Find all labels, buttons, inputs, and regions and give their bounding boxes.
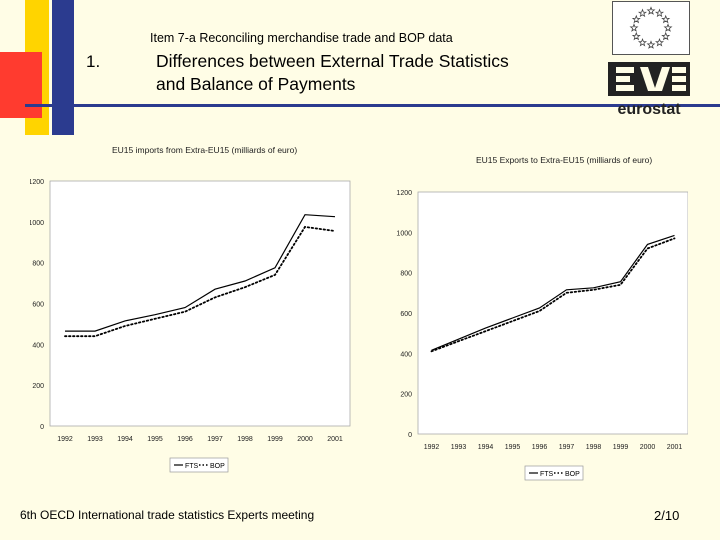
series-line-bop bbox=[64, 225, 336, 338]
eurostat-logo: eurostat bbox=[606, 60, 692, 118]
flag-star-icon bbox=[646, 6, 656, 15]
x-tick-label: 1997 bbox=[207, 436, 223, 443]
decor-blue-horizontal-line bbox=[25, 104, 720, 107]
series-line-fts bbox=[65, 214, 336, 332]
series-line-fts bbox=[431, 234, 675, 351]
flag-star-icon bbox=[631, 14, 641, 24]
y-tick-label: 0 bbox=[408, 432, 412, 439]
x-tick-label: 2001 bbox=[327, 436, 343, 443]
exports-chart: EU15 Exports to Extra-EU15 (milliards of… bbox=[388, 150, 689, 490]
x-tick-label: 2001 bbox=[667, 444, 683, 451]
y-tick-label: 1000 bbox=[30, 220, 44, 227]
flag-star-icon bbox=[637, 8, 648, 18]
y-tick-label: 1000 bbox=[396, 230, 412, 237]
page-title-line2: and Balance of Payments bbox=[156, 74, 356, 94]
flag-star-icon bbox=[638, 37, 647, 47]
flag-star-icon bbox=[655, 37, 664, 47]
x-tick-label: 2000 bbox=[297, 436, 313, 443]
x-tick-label: 1993 bbox=[451, 444, 467, 451]
legend-label: FTS bbox=[540, 471, 554, 478]
y-tick-label: 800 bbox=[400, 271, 412, 278]
flag-star-icon bbox=[629, 23, 639, 32]
x-tick-label: 1998 bbox=[586, 444, 602, 451]
flag-star-icon bbox=[661, 14, 671, 24]
x-tick-label: 1994 bbox=[117, 436, 133, 443]
y-tick-label: 800 bbox=[32, 261, 44, 268]
x-tick-label: 1995 bbox=[505, 444, 521, 451]
x-tick-label: 1992 bbox=[424, 444, 440, 451]
x-tick-label: 2000 bbox=[640, 444, 656, 451]
y-tick-label: 400 bbox=[32, 342, 44, 349]
flag-star-icon bbox=[646, 40, 656, 49]
y-tick-label: 200 bbox=[32, 383, 44, 390]
y-tick-label: 600 bbox=[32, 302, 44, 309]
plot-area bbox=[49, 180, 351, 427]
x-tick-label: 1996 bbox=[177, 436, 193, 443]
y-tick-label: 600 bbox=[400, 311, 412, 318]
y-tick-label: 0 bbox=[40, 424, 44, 431]
page-title-line1: Differences between External Trade Stati… bbox=[156, 51, 509, 71]
page-title: Differences between External Trade Stati… bbox=[156, 50, 596, 96]
flag-star-icon bbox=[661, 31, 671, 41]
x-tick-label: 1994 bbox=[478, 444, 494, 451]
y-tick-label: 1200 bbox=[30, 179, 44, 186]
imports-chart: EU15 imports from Extra-EU15 (milliards … bbox=[28, 140, 360, 480]
chart-title: EU15 Exports to Extra-EU15 (milliards of… bbox=[476, 155, 652, 165]
y-tick-label: 1200 bbox=[396, 190, 412, 197]
decor-blue-vertical-bar bbox=[52, 0, 74, 135]
eu-flag-icon bbox=[612, 1, 690, 55]
footer-text: 6th OECD International trade statistics … bbox=[20, 508, 315, 522]
flag-star-icon bbox=[654, 8, 665, 18]
x-tick-label: 1995 bbox=[147, 436, 163, 443]
x-tick-label: 1999 bbox=[267, 436, 283, 443]
logo-text: eurostat bbox=[617, 101, 681, 118]
y-tick-label: 400 bbox=[400, 351, 412, 358]
x-tick-label: 1998 bbox=[237, 436, 253, 443]
flag-star-icon bbox=[631, 31, 641, 41]
flag-star-icon bbox=[663, 23, 673, 32]
plot-area bbox=[417, 191, 689, 435]
y-tick-label: 200 bbox=[400, 392, 412, 399]
x-tick-label: 1996 bbox=[532, 444, 548, 451]
series-line-bop bbox=[430, 237, 676, 353]
page-number: 2/10 bbox=[654, 508, 680, 523]
legend-label: FTS bbox=[185, 463, 199, 470]
chart-title: EU15 imports from Extra-EU15 (milliards … bbox=[112, 145, 297, 155]
slide-subtitle: Item 7-a Reconciling merchandise trade a… bbox=[150, 31, 453, 45]
decor-red-block bbox=[0, 52, 42, 118]
x-tick-label: 1993 bbox=[87, 436, 103, 443]
section-number: 1. bbox=[86, 52, 101, 71]
x-tick-label: 1992 bbox=[57, 436, 73, 443]
x-tick-label: 1997 bbox=[559, 444, 575, 451]
x-tick-label: 1999 bbox=[613, 444, 629, 451]
legend-label: BOP bbox=[565, 471, 580, 478]
legend-label: BOP bbox=[210, 463, 225, 470]
